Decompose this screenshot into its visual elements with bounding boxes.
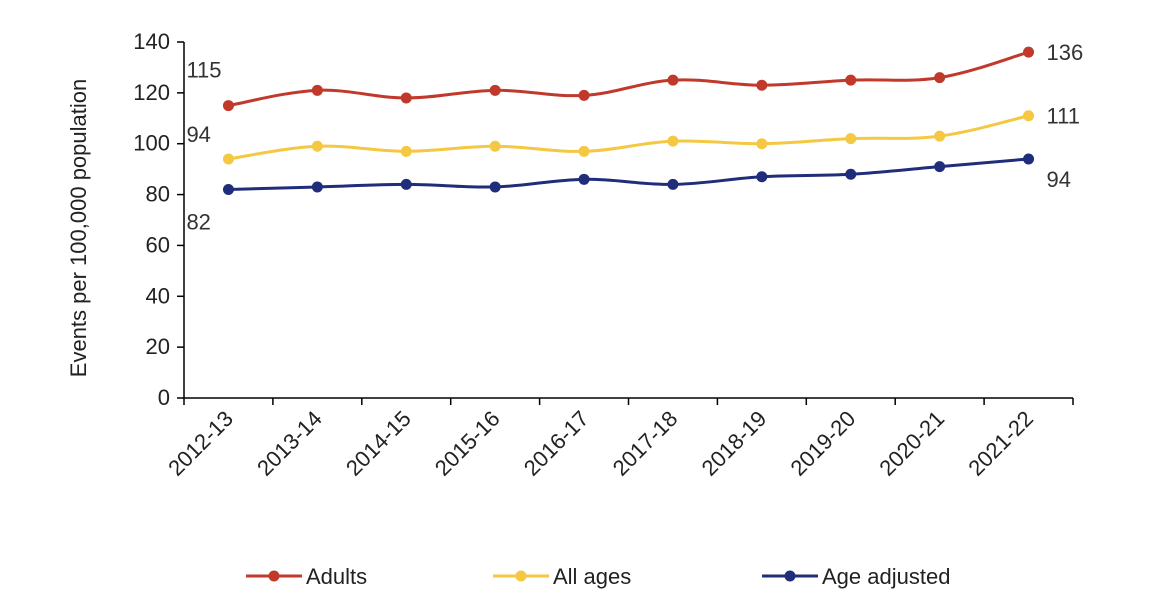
data-point-age-adjusted — [578, 173, 590, 185]
data-point-all-ages — [400, 145, 412, 157]
legend-marker-age-adjusted — [784, 570, 796, 582]
y-axis-title: Events per 100,000 population — [66, 79, 91, 377]
x-tick-label: 2012-13 — [163, 406, 238, 481]
data-point-adults — [845, 74, 857, 86]
data-point-adults — [400, 92, 412, 104]
legend-marker-all-ages — [515, 570, 527, 582]
data-point-age-adjusted — [222, 183, 234, 195]
y-tick-label: 0 — [158, 385, 170, 410]
data-point-age-adjusted — [489, 181, 501, 193]
series-line-adults — [228, 50, 1029, 108]
data-point-adults — [578, 89, 590, 101]
x-tick-label: 2019-20 — [786, 406, 861, 481]
series-line-all-ages — [228, 114, 1029, 161]
data-point-all-ages — [578, 145, 590, 157]
data-point-all-ages — [667, 135, 679, 147]
x-tick-label: 2013-14 — [252, 406, 327, 481]
data-point-age-adjusted — [400, 178, 412, 190]
data-point-age-adjusted — [756, 171, 768, 183]
data-point-adults — [222, 100, 234, 112]
data-point-adults — [489, 84, 501, 96]
data-point-all-ages — [222, 153, 234, 165]
y-tick-label: 100 — [133, 131, 170, 156]
x-tick-label: 2018-19 — [697, 406, 772, 481]
data-point-age-adjusted — [934, 161, 946, 173]
data-point-adults — [756, 79, 768, 91]
data-point-age-adjusted — [311, 181, 323, 193]
y-tick-label: 140 — [133, 29, 170, 54]
y-tick-label: 120 — [133, 80, 170, 105]
data-point-adults — [934, 72, 946, 84]
legend-marker-adults — [268, 570, 280, 582]
data-point-all-ages — [311, 140, 323, 152]
legend-label-all-ages: All ages — [553, 564, 631, 589]
data-point-all-ages — [756, 138, 768, 150]
x-tick-label: 2020-21 — [874, 406, 949, 481]
legend-label-adults: Adults — [306, 564, 367, 589]
data-label-end-all-ages: 111 — [1047, 104, 1080, 129]
y-tick-label: 20 — [146, 334, 170, 359]
data-point-age-adjusted — [1023, 153, 1035, 165]
series-layer — [222, 46, 1035, 195]
data-point-all-ages — [934, 130, 946, 142]
data-point-adults — [311, 84, 323, 96]
x-tick-label: 2017-18 — [608, 406, 683, 481]
x-tick-label: 2014-15 — [341, 406, 416, 481]
data-label-end-age-adjusted: 94 — [1047, 167, 1071, 192]
data-label-end-adults: 136 — [1047, 40, 1084, 65]
x-tick-label: 2015-16 — [430, 406, 505, 481]
data-label-start-adults: 115 — [186, 58, 221, 83]
data-point-age-adjusted — [667, 178, 679, 190]
data-point-all-ages — [1023, 110, 1035, 122]
legend-label-age-adjusted: Age adjusted — [822, 564, 950, 589]
data-label-start-age-adjusted: 82 — [186, 209, 210, 234]
x-tick-label: 2016-17 — [519, 406, 594, 481]
data-point-all-ages — [845, 133, 857, 145]
y-tick-label: 60 — [146, 232, 170, 257]
data-point-age-adjusted — [845, 168, 857, 180]
x-tick-label: 2021-22 — [963, 406, 1038, 481]
y-tick-label: 80 — [146, 182, 170, 207]
data-label-start-all-ages: 94 — [186, 122, 210, 147]
data-point-adults — [667, 74, 679, 86]
series-line-age-adjusted — [228, 157, 1029, 191]
legend: Adults All ages Age adjusted — [246, 564, 950, 589]
data-point-adults — [1023, 46, 1035, 58]
y-tick-label: 40 — [146, 283, 170, 308]
data-point-all-ages — [489, 140, 501, 152]
data-labels: 115 136 94 111 82 94 — [186, 40, 1083, 234]
